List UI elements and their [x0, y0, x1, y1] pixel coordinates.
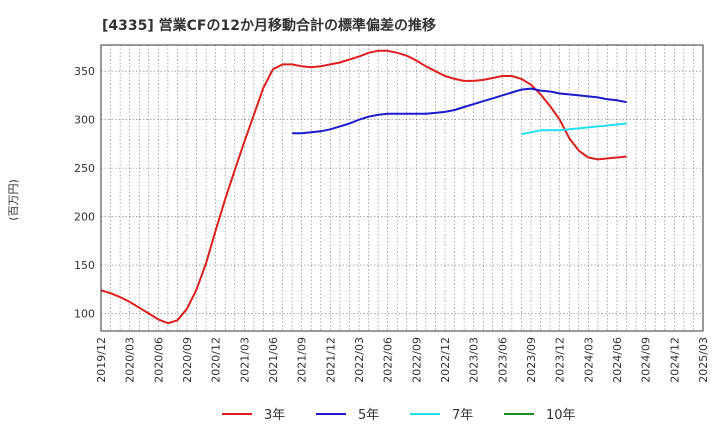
x-tick-label: 2020/06: [152, 337, 165, 383]
x-tick-label: 2021/12: [324, 337, 337, 383]
x-tick-label: 2023/12: [554, 337, 567, 383]
legend-label-3: 10年: [546, 408, 576, 423]
plot-frame: [100, 44, 704, 332]
x-tick-label: 2023/06: [496, 337, 509, 383]
x-tick-label: 2024/03: [582, 337, 595, 383]
tick-labels: 100 150 200 250 300 350 2019/12 2020/03 2020/06 2…: [74, 65, 710, 383]
y-tick-label: 200: [74, 211, 95, 224]
series-line-2: [521, 122, 627, 136]
x-tick-label: 2023/03: [468, 337, 481, 383]
grid-lines: [100, 45, 704, 331]
x-tick-label: 2021/03: [238, 337, 251, 383]
series-lines: [100, 49, 627, 325]
x-tick-label: 2024/09: [640, 337, 653, 383]
x-tick-label: 2021/09: [296, 337, 309, 383]
x-tick-label: 2023/09: [525, 337, 538, 383]
x-tick-label: 2020/12: [210, 337, 223, 383]
x-tick-label: 2024/06: [611, 337, 624, 383]
x-tick-label: 2021/06: [267, 337, 280, 383]
x-tick-label: 2020/03: [124, 337, 137, 383]
x-tick-label: 2022/03: [353, 337, 366, 383]
x-tick-label: 2025/03: [697, 337, 710, 383]
x-tick-label: 2020/09: [181, 337, 194, 383]
series-line-1: [292, 87, 627, 135]
y-tick-label: 250: [74, 162, 95, 175]
x-tick-label: 2022/06: [382, 337, 395, 383]
x-tick-label: 2019/12: [95, 337, 108, 383]
x-tick-label: 2022/09: [410, 337, 423, 383]
y-axis-label: (百万円): [7, 179, 20, 221]
x-tick-label: 2022/12: [439, 337, 452, 383]
legend: 3年 5年 7年 10年: [222, 408, 576, 423]
legend-label-0: 3年: [264, 408, 285, 423]
chart-title: [4335] 営業CFの12か月移動合計の標準偏差の推移: [102, 17, 436, 34]
y-tick-label: 300: [74, 114, 95, 127]
y-tick-label: 150: [74, 259, 95, 272]
y-tick-label: 100: [74, 308, 95, 321]
legend-label-2: 7年: [452, 408, 473, 423]
series-line-0: [100, 49, 627, 325]
y-tick-label: 350: [74, 65, 95, 78]
legend-label-1: 5年: [358, 408, 379, 423]
x-tick-label: 2024/12: [668, 337, 681, 383]
